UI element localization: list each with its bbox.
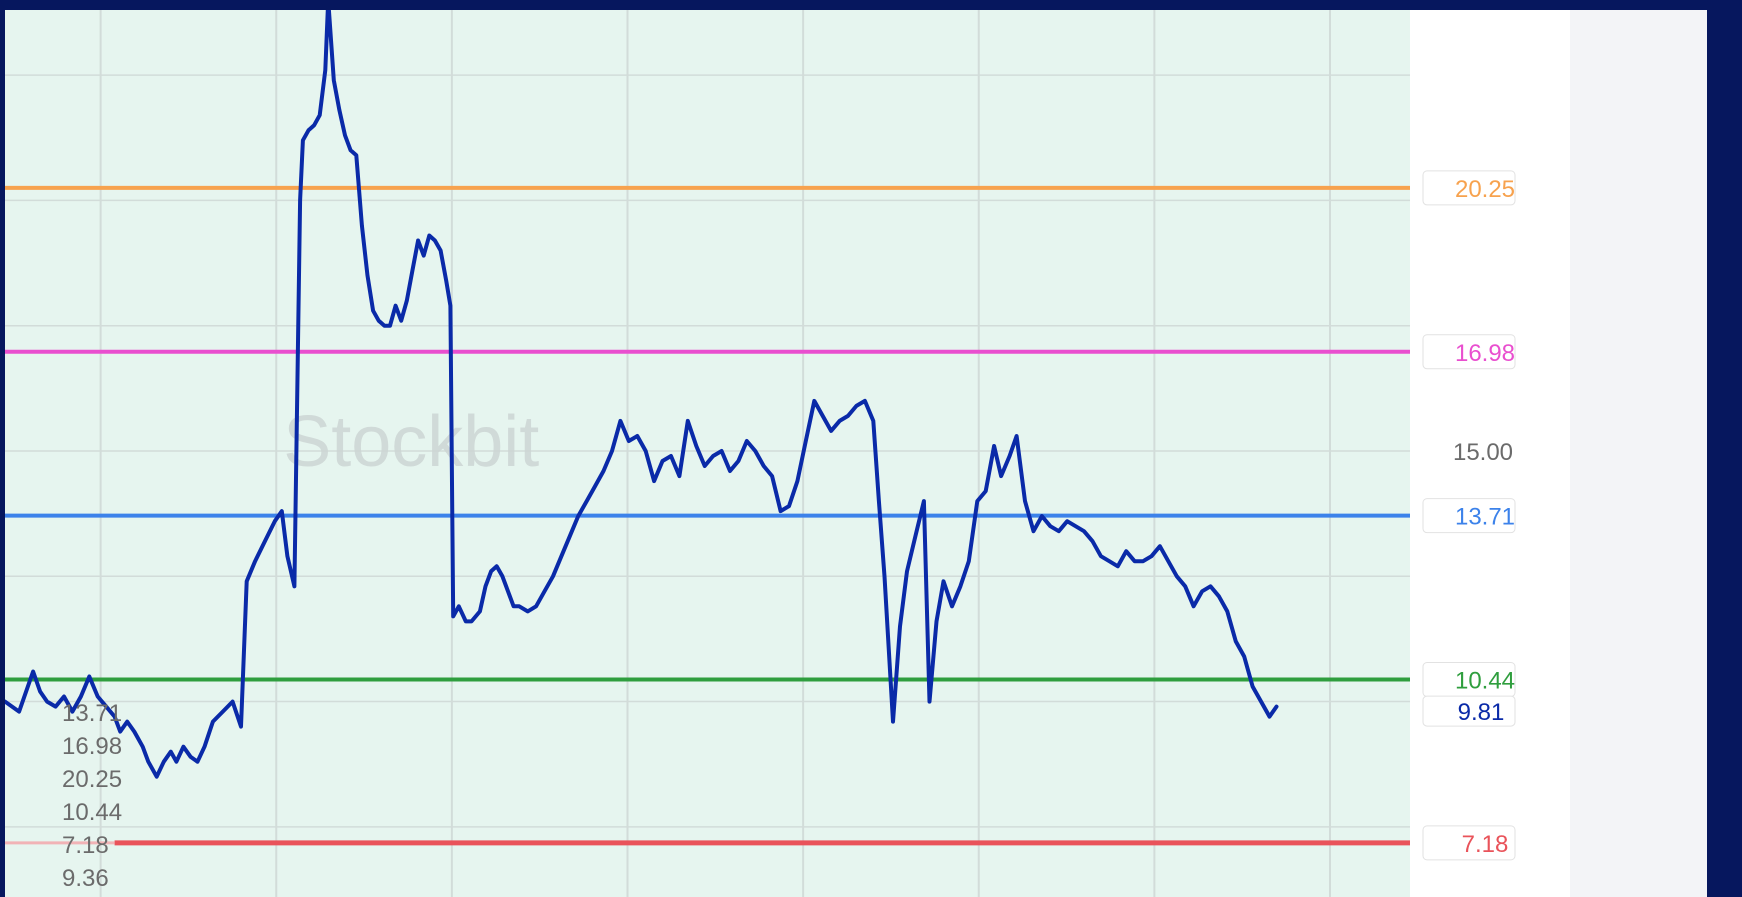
level-label-orange: 20.25	[1455, 176, 1515, 203]
price-line	[5, 10, 1279, 779]
last-price-box	[1422, 695, 1516, 727]
level-label-red: 7.18	[1462, 831, 1509, 858]
overlay-value: 16.98	[62, 733, 123, 760]
level-label-green: 10.44	[1455, 668, 1515, 695]
plot-background	[5, 10, 1410, 897]
overlay-value: 7.18	[62, 832, 109, 859]
overlay-value: 10.44	[62, 799, 123, 826]
chart-frame: Stockbit 20.25 16.98 13.71 10.44 7.18 15.00 9.8…	[5, 10, 1707, 897]
level-label-box	[1422, 825, 1516, 861]
overlay-value: 9.36	[62, 865, 109, 892]
price-chart: Stockbit 20.25 16.98 13.71 10.44 7.18 15.00 9.8…	[5, 10, 1516, 897]
watermark-text: Stockbit	[283, 402, 539, 482]
overlay-value: 20.25	[62, 766, 123, 793]
level-label-box	[1422, 334, 1516, 370]
price-axis-strip	[1570, 10, 1707, 897]
level-label-blue: 13.71	[1455, 504, 1515, 531]
overlay-value: 13.71	[62, 700, 123, 727]
axis-tick-label: 15.00	[1453, 439, 1513, 466]
level-label-box	[1422, 170, 1516, 206]
level-label-magenta: 16.98	[1455, 340, 1515, 367]
level-label-box	[1422, 498, 1516, 534]
overlay-value-list: 13.71 16.98 20.25 10.44 7.18 9.36	[62, 697, 122, 895]
last-price-label: 9.81	[1458, 699, 1505, 726]
